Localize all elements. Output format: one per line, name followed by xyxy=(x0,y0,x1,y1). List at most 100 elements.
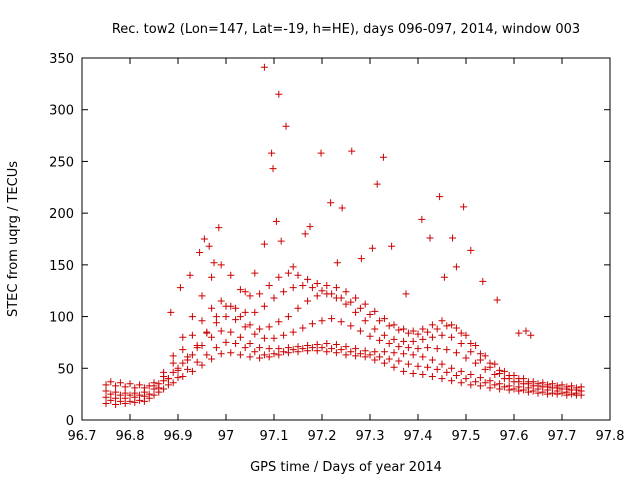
data-point xyxy=(145,390,153,398)
data-point xyxy=(356,304,364,312)
data-point xyxy=(251,330,259,338)
data-point xyxy=(328,315,336,323)
data-point xyxy=(352,345,360,353)
data-point xyxy=(409,337,417,345)
data-point xyxy=(241,344,249,352)
data-point xyxy=(426,234,434,242)
data-point xyxy=(236,351,244,359)
data-point xyxy=(215,224,223,232)
data-point xyxy=(217,297,225,305)
data-point xyxy=(332,349,340,357)
data-point xyxy=(275,90,283,98)
data-point xyxy=(400,350,408,358)
data-point xyxy=(150,391,158,399)
data-point xyxy=(164,375,172,383)
data-point xyxy=(227,328,235,336)
data-point xyxy=(227,271,235,279)
data-point xyxy=(548,380,556,388)
data-point xyxy=(241,323,249,331)
data-point xyxy=(174,366,182,374)
data-point xyxy=(404,360,412,368)
data-point xyxy=(308,284,316,292)
data-point xyxy=(299,345,307,353)
data-point xyxy=(102,399,110,407)
data-point xyxy=(169,359,177,367)
data-point xyxy=(419,325,427,333)
data-point xyxy=(467,381,475,389)
data-point xyxy=(380,315,388,323)
data-point xyxy=(337,346,345,354)
x-axis-ticks: 96.7 96.8 96.9 97 97.1 97.2 97.3 97.4 97.5 97.6 97… xyxy=(68,58,624,444)
data-point xyxy=(280,348,288,356)
data-point xyxy=(486,384,494,392)
data-point xyxy=(246,292,254,300)
data-point xyxy=(241,288,249,296)
x-axis-label: GPS time / Days of year 2014 xyxy=(250,460,442,475)
data-point xyxy=(481,365,489,373)
data-point xyxy=(193,358,201,366)
data-point xyxy=(270,350,278,358)
data-point xyxy=(390,335,398,343)
data-point xyxy=(424,328,432,336)
data-point xyxy=(160,385,168,393)
x-tick-label: 97.3 xyxy=(356,429,385,444)
data-point xyxy=(275,345,283,353)
data-point xyxy=(376,336,384,344)
data-point xyxy=(318,287,326,295)
y-tick-label: 0 xyxy=(66,414,74,429)
data-point xyxy=(265,353,273,361)
data-point xyxy=(313,292,321,300)
data-point xyxy=(361,317,369,325)
data-point xyxy=(424,344,432,352)
data-point xyxy=(306,223,314,231)
data-point xyxy=(203,328,211,336)
data-point xyxy=(260,63,268,71)
data-point xyxy=(251,308,259,316)
x-tick-label: 97.6 xyxy=(500,429,529,444)
data-point xyxy=(457,367,465,375)
x-tick-label: 97.1 xyxy=(260,429,289,444)
data-point xyxy=(328,345,336,353)
data-point xyxy=(376,353,384,361)
data-point xyxy=(443,346,451,354)
data-point xyxy=(212,313,220,321)
data-point xyxy=(275,318,283,326)
data-point xyxy=(527,331,535,339)
data-point xyxy=(438,375,446,383)
data-point xyxy=(327,199,335,207)
data-point xyxy=(102,393,110,401)
data-point xyxy=(337,294,345,302)
data-point xyxy=(347,322,355,330)
data-point xyxy=(472,378,480,386)
data-point xyxy=(260,302,268,310)
data-point xyxy=(404,344,412,352)
data-point xyxy=(301,230,309,238)
data-point xyxy=(256,354,264,362)
data-point xyxy=(515,329,523,337)
data-point xyxy=(510,372,518,380)
data-point xyxy=(577,383,585,391)
data-point xyxy=(366,311,374,319)
data-point xyxy=(368,244,376,252)
data-point xyxy=(198,292,206,300)
data-point xyxy=(188,367,196,375)
data-point xyxy=(337,318,345,326)
data-point xyxy=(440,273,448,281)
data-point xyxy=(428,321,436,329)
data-point xyxy=(328,290,336,298)
data-point xyxy=(348,147,356,155)
data-point xyxy=(136,391,144,399)
data-point xyxy=(428,333,436,341)
data-point xyxy=(277,237,285,245)
data-point xyxy=(400,337,408,345)
data-point xyxy=(376,317,384,325)
data-point xyxy=(188,313,196,321)
y-axis-ticks: 0 50 100 150 200 250 300 350 xyxy=(49,52,610,429)
data-point xyxy=(246,339,254,347)
data-point xyxy=(390,349,398,357)
data-point xyxy=(385,355,393,363)
data-point xyxy=(227,349,235,357)
data-point xyxy=(260,351,268,359)
data-point xyxy=(491,360,499,368)
data-point xyxy=(500,367,508,375)
